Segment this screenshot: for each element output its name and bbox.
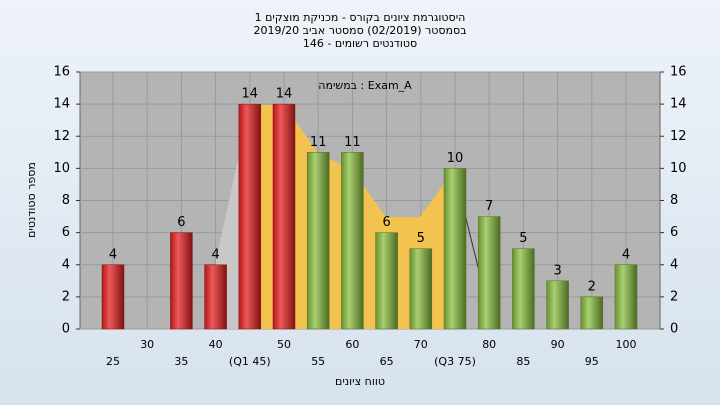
x-tick-label: (Q3 75)	[434, 355, 476, 368]
value-label: 7	[485, 199, 493, 214]
x-tick-label: 70	[414, 338, 428, 351]
subtitle: בסמסטר (02/2019) סמסטר אביב 2019/20	[253, 24, 466, 37]
value-label: 3	[553, 263, 561, 278]
bar	[546, 280, 569, 330]
bar	[375, 232, 398, 330]
y-tick-label-right: 8	[670, 193, 678, 208]
y-tick-label: 10	[53, 161, 70, 176]
x-axis-label: טווח ציונים	[335, 375, 385, 388]
bar	[580, 296, 604, 330]
value-label: 6	[382, 215, 390, 230]
x-tick-label: 50	[277, 338, 291, 351]
x-tick-label: 55	[311, 355, 325, 368]
value-label: 4	[622, 247, 630, 262]
x-tick-label: 60	[345, 338, 359, 351]
y-tick-label: 4	[62, 257, 70, 272]
bar	[443, 168, 467, 330]
bar	[614, 264, 638, 330]
y-tick-label-right: 6	[670, 225, 678, 240]
y-tick-label-right: 2	[670, 289, 678, 304]
bar	[341, 152, 364, 330]
bar	[170, 232, 193, 330]
bar	[204, 264, 227, 330]
value-label: 5	[417, 231, 425, 246]
bar	[409, 248, 433, 330]
y-tick-label: 12	[53, 129, 70, 144]
value-label: 2	[588, 279, 596, 294]
y-tick-label-right: 14	[670, 97, 687, 112]
bar	[101, 264, 125, 330]
y-tick-label: 2	[62, 289, 70, 304]
y-tick-label-right: 0	[670, 322, 678, 337]
value-label: 4	[211, 247, 219, 262]
x-tick-label: 35	[174, 355, 188, 368]
x-tick-label: 95	[585, 355, 599, 368]
x-tick-label: 90	[551, 338, 565, 351]
y-tick-label: 16	[53, 65, 70, 80]
x-tick-label: (Q1 45)	[229, 355, 271, 368]
annotation: במשימה : Exam_A	[318, 79, 412, 92]
value-label: 11	[344, 135, 361, 150]
x-tick-label: 85	[516, 355, 530, 368]
value-label: 14	[242, 87, 259, 102]
bar	[306, 152, 330, 330]
y-axis-label: מספר סטודנטים	[25, 162, 38, 238]
value-label: 4	[109, 247, 117, 262]
x-tick-label: 40	[209, 338, 223, 351]
y-tick-label: 0	[62, 322, 70, 337]
y-tick-label-right: 16	[670, 65, 687, 80]
bar	[477, 216, 501, 330]
bar	[272, 103, 296, 330]
value-label: 14	[276, 87, 293, 102]
y-tick-label-right: 10	[670, 161, 687, 176]
y-tick-label: 14	[53, 97, 70, 112]
x-tick-label: 100	[616, 338, 637, 351]
x-tick-label: 65	[380, 355, 394, 368]
y-tick-label-right: 4	[670, 257, 678, 272]
value-label: 5	[519, 231, 527, 246]
value-label: 10	[447, 151, 464, 166]
x-tick-label: 80	[482, 338, 496, 351]
x-tick-label: 30	[140, 338, 154, 351]
value-label: 11	[310, 135, 327, 150]
bar	[238, 103, 262, 330]
subtitle: סטודנטים רשומים - 146	[303, 37, 417, 50]
value-label: 6	[177, 215, 185, 230]
bar	[512, 248, 535, 330]
y-tick-label: 8	[62, 193, 70, 208]
y-tick-label: 6	[62, 225, 70, 240]
y-tick-label-right: 12	[670, 129, 687, 144]
x-tick-label: 25	[106, 355, 120, 368]
title: היסטוגרמת ציונים בקורס - מכניקת מוצקים 1	[255, 11, 466, 24]
